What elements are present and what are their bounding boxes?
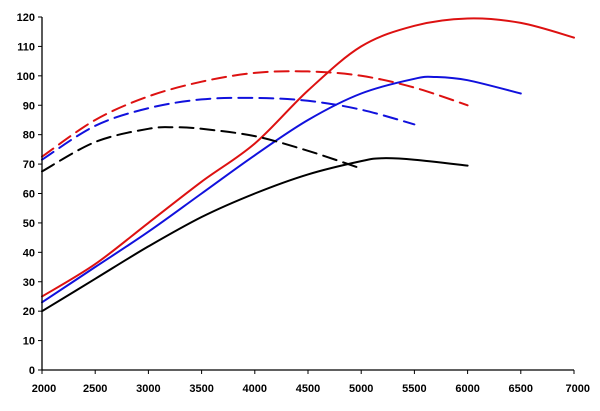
y-tick-label: 70	[23, 159, 35, 171]
y-tick-label: 20	[23, 306, 35, 318]
y-tick-label: 30	[23, 277, 35, 289]
x-tick-label: 7000	[566, 383, 590, 395]
x-tick-label: 4000	[243, 383, 267, 395]
y-tick-label: 60	[23, 189, 35, 201]
x-tick-label: 5000	[349, 383, 373, 395]
y-tick-label: 80	[23, 130, 35, 142]
x-tick-label: 3000	[136, 383, 160, 395]
y-tick-label: 110	[17, 41, 35, 53]
series-layer	[41, 17, 575, 313]
series-line-2	[41, 70, 469, 158]
series-line-5	[41, 157, 469, 313]
x-tick-label: 2000	[32, 383, 56, 395]
series-line-3	[41, 75, 522, 304]
x-tick-label: 6000	[455, 383, 479, 395]
x-tick-label: 3500	[189, 383, 213, 395]
series-line-4	[41, 96, 416, 161]
x-tick-label: 2500	[83, 383, 107, 395]
x-tick-label: 4500	[296, 383, 320, 395]
y-tick-label: 90	[23, 100, 35, 112]
y-tick-label: 50	[23, 218, 35, 230]
x-axis-ticks: 2000 2500 3000 3500 4000 4500 5000 5500 6000 6500…	[32, 370, 590, 395]
y-tick-label: 10	[23, 336, 35, 348]
series-line-6	[41, 126, 363, 173]
x-tick-label: 5500	[402, 383, 426, 395]
y-tick-label: 100	[17, 71, 35, 83]
y-tick-label: 120	[17, 12, 35, 24]
x-tick-label: 6500	[509, 383, 533, 395]
series-line-1	[41, 17, 575, 298]
y-tick-label: 40	[23, 247, 35, 259]
y-axis-ticks: 0 10 20 30 40 50 60 70 80 90 100 110 120	[17, 12, 42, 377]
y-tick-label: 0	[29, 365, 35, 377]
